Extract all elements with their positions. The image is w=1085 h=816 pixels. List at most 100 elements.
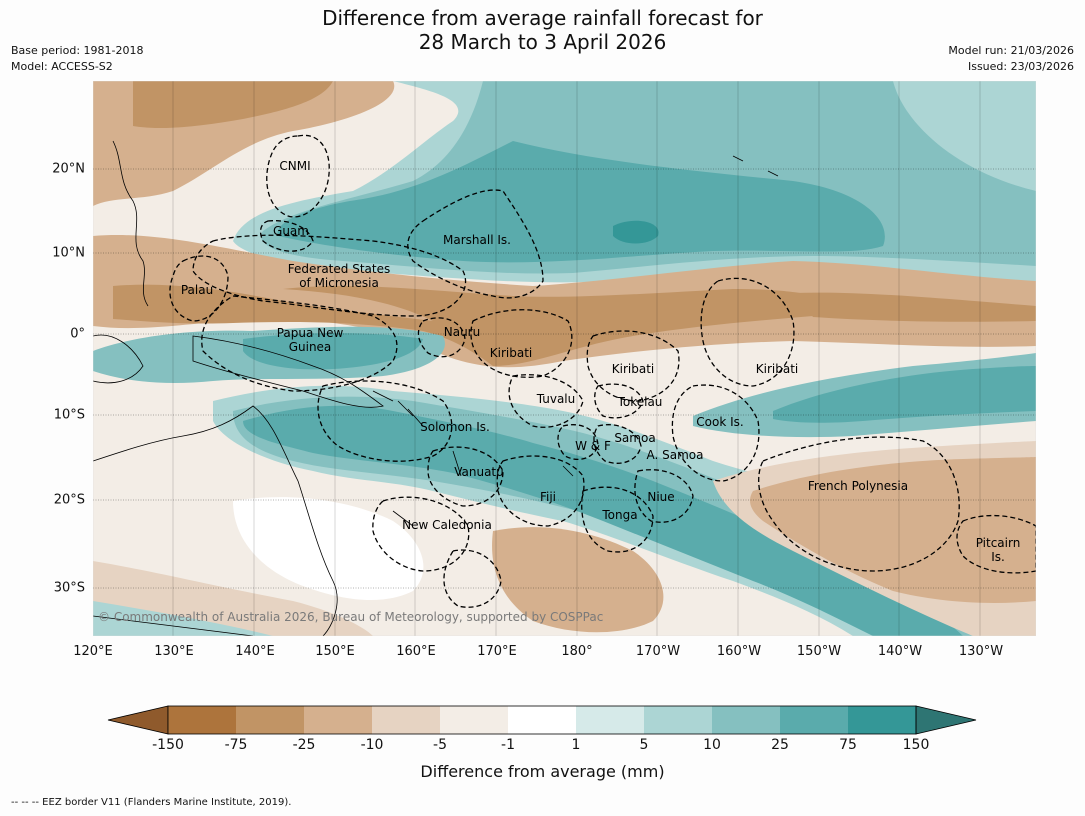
x-tick-120e: 120°E [73,644,113,659]
rainfall-map: CNMI Guam Marshall Is. Federated States … [93,81,1036,636]
eez-pitcairn [956,514,1036,574]
wet-area-north-core [613,220,659,244]
label-pitcairn-2: Is. [991,550,1005,564]
colorbar-bin-9 [712,706,780,734]
model-run: Model run: 21/03/2026 [948,44,1074,57]
y-tick-10n: 10°N [52,245,85,261]
eez-kiribati-west [470,309,573,378]
coast-philippines [112,140,149,307]
label-guam: Guam [273,224,309,238]
colorbar-tick-8: 5 [639,737,649,753]
eez-wallis [557,424,599,460]
dry-band-equatorial-core [113,284,826,366]
colorbar-bin-4 [372,706,440,734]
eez-kiribati-central [586,330,680,402]
eez-palau [169,255,229,322]
colorbar-tick-12: 150 [902,737,930,753]
title-line-2: 28 March to 3 April 2026 [418,30,667,54]
label-micronesia-2: of Micronesia [299,276,379,290]
y-tick-20n: 20°N [52,161,85,177]
coast-new-guinea [192,335,384,408]
issued-date: Issued: 23/03/2026 [967,60,1074,73]
eez-micronesia [192,234,467,317]
map-title: Difference from average rainfall forecas… [0,6,1085,54]
eez-tuvalu [508,374,584,428]
colorbar-tick-2: -75 [224,737,248,753]
label-solomon: Solomon Is. [420,420,490,434]
eez-cnmi [266,134,330,218]
coast-vanuatu [452,450,462,477]
colorbar-tick-9: 10 [703,737,721,753]
label-tuvalu: Tuvalu [536,392,576,406]
wet-area-north-3 [277,141,885,263]
y-tick-10s: 10°S [53,407,85,423]
label-micronesia-1: Federated States [288,262,390,276]
x-tick-150e: 150°E [315,644,355,659]
x-tick-160e: 160°E [396,644,436,659]
x-tick-140w: 140°W [877,644,923,659]
eez-kiribati-east [700,277,795,387]
label-fiji: Fiji [540,490,556,504]
label-png-2: Guinea [289,340,332,354]
colorbar-tick-10: 25 [771,737,789,753]
colorbar-bin-11 [848,706,916,734]
eez-fiji [496,455,585,527]
colorbar-tick-1: -150 [152,737,184,753]
label-samoa: Samoa [614,431,655,445]
label-pitcairn-1: Pitcairn [976,536,1021,550]
eez-borders [169,134,1036,608]
graticule [172,81,981,636]
coast-australia [93,405,338,636]
colorbar-bin-10 [780,706,848,734]
graticule-lat [93,168,1036,589]
label-nauru: Nauru [444,325,480,339]
colorbar-bin-1 [168,706,236,734]
label-american-samoa: A. Samoa [647,448,704,462]
eez-guam [259,220,314,252]
colorbar-tick-3: -25 [292,737,316,753]
wet-area-png-core [243,333,423,370]
label-kiribati-west: Kiribati [490,346,532,360]
colorbar-extend-high [915,705,977,735]
coast-fiji [562,465,574,477]
eez-niue [634,469,694,523]
label-png-1: Papua New [277,326,344,340]
region-labels: CNMI Guam Marshall Is. Federated States … [181,159,1020,564]
label-tonga: Tonga [601,508,637,522]
base-period: Base period: 1981-2018 [11,44,144,57]
coastlines [93,140,779,636]
colorbar-bin-7 [576,706,644,734]
eez-marshall [407,189,544,299]
dry-band-east [793,292,1036,322]
wet-area-east-core [773,366,1036,423]
eez-samoa [593,424,642,464]
x-tick-130w: 130°W [958,644,1004,659]
label-vanuatu: Vanuatu [454,465,504,479]
eez-tokelau [594,383,644,419]
label-tokelau: Tokelau [617,395,663,409]
label-cook: Cook Is. [696,415,743,429]
eez-norfolk [443,549,502,608]
colorbar-extend-low [107,705,169,735]
wet-area-spcz-core [243,405,963,636]
eez-solomon [317,380,453,462]
model-name: Model: ACCESS-S2 [11,60,113,73]
label-kiribati-central: Kiribati [612,362,654,376]
wet-area-southwest [93,601,273,636]
colorbar-tick-6: -1 [501,737,515,753]
colorbar-bin-2 [236,706,304,734]
neutral-area-coral-sea [233,497,424,601]
colorbar-tick-11: 75 [839,737,857,753]
x-tick-140e: 140°E [235,644,275,659]
coast-new-caledonia [392,510,414,527]
eez-cook [671,384,760,482]
colorbar-bin-6 [508,706,576,734]
x-tick-150w: 150°W [796,644,842,659]
eez-new-caledonia [372,496,470,572]
title-line-1: Difference from average rainfall forecas… [322,6,763,30]
y-tick-0: 0° [70,326,85,342]
x-tick-170e: 170°E [477,644,517,659]
label-niue: Niue [647,490,674,504]
footer-eez-note: -- -- -- EEZ border V11 (Flanders Marine… [11,797,292,808]
y-tick-30s: 30°S [53,580,85,596]
